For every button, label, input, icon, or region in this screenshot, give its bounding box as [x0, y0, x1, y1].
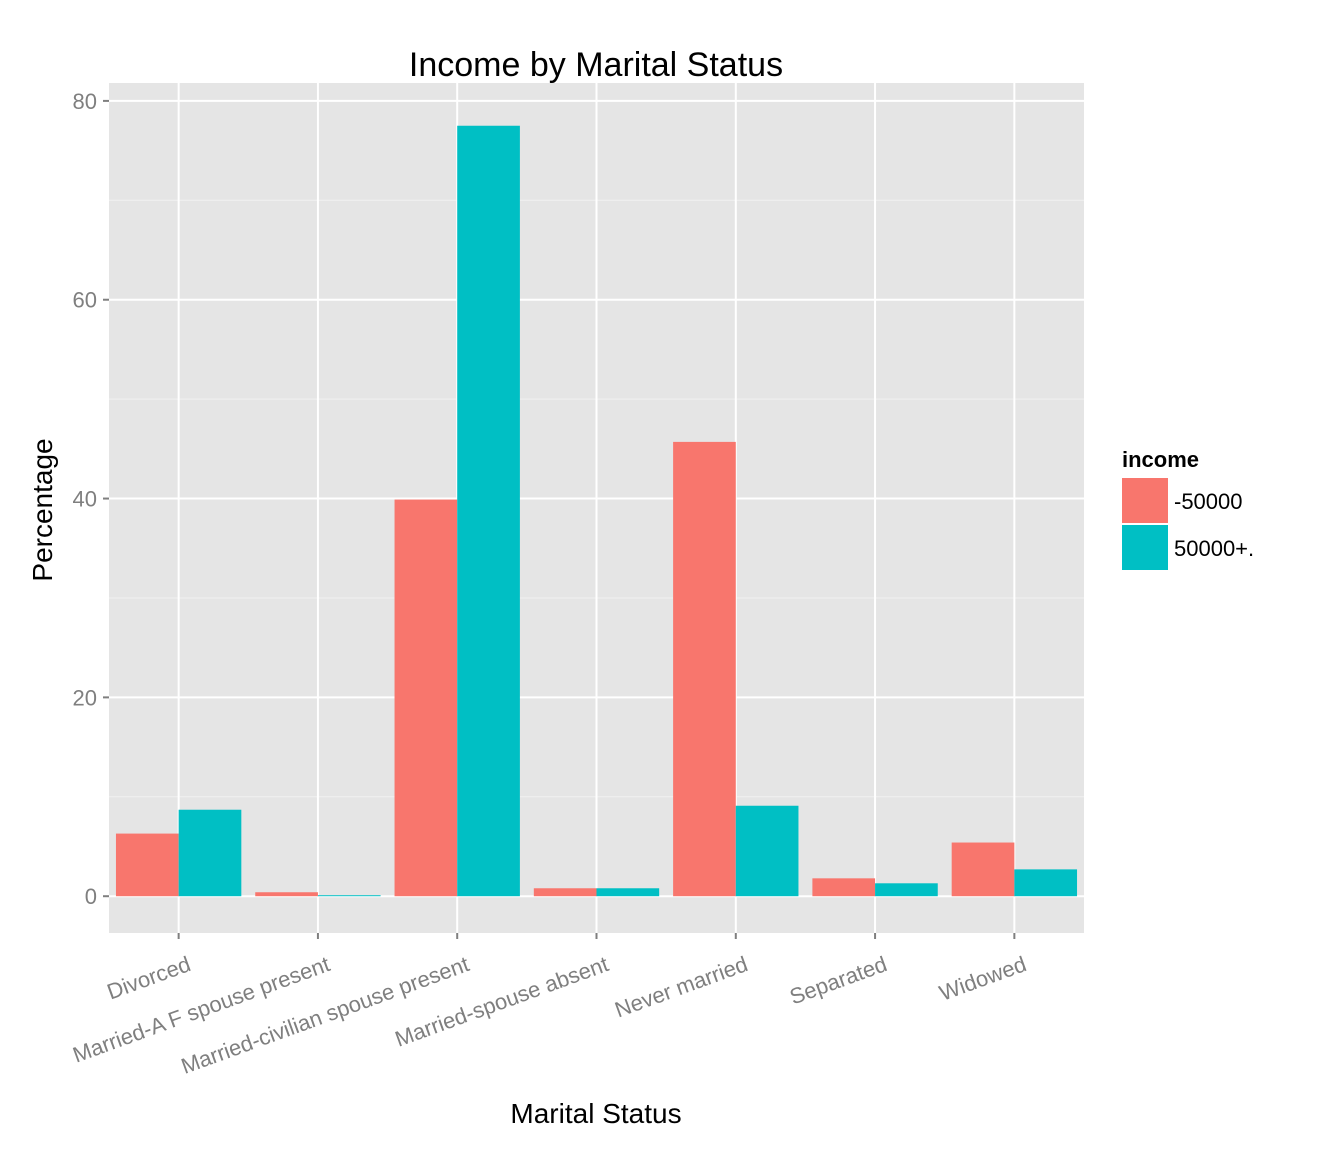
- y-tick-label: 60: [73, 288, 97, 313]
- y-axis-title: Percentage: [27, 438, 58, 581]
- bar-separated-series-2: [875, 883, 938, 897]
- bars: [115, 125, 1078, 897]
- legend-label-above-50000: 50000+.: [1174, 536, 1254, 561]
- x-tick-label-divorced: Divorced: [104, 951, 194, 1004]
- legend-swatch-below-50000: [1122, 478, 1168, 523]
- bar-married-civilian-spouse-present-series-1: [394, 499, 458, 897]
- bar-divorced-series-2: [178, 809, 242, 897]
- bar-widowed-series-1: [951, 842, 1015, 897]
- bar-married-a-f-spouse-present-series-2: [317, 895, 381, 897]
- legend-title: income: [1122, 447, 1199, 472]
- y-tick-label: 0: [85, 884, 97, 909]
- chart-title: Income by Marital Status: [409, 46, 783, 84]
- x-tick-label-separated: Separated: [786, 951, 890, 1009]
- bar-married-a-f-spouse-present-series-1: [255, 892, 318, 897]
- bar-divorced-series-1: [115, 833, 179, 897]
- y-axis: 0 20 40 60 80: [73, 89, 109, 909]
- bar-never-married-series-2: [735, 805, 799, 897]
- bar-widowed-series-2: [1014, 869, 1078, 897]
- x-tick-label-widowed: Widowed: [936, 951, 1030, 1005]
- legend-swatch-above-50000: [1122, 525, 1168, 570]
- bar-married-civilian-spouse-present-series-2: [457, 125, 520, 897]
- legend: income -50000 50000+.: [1122, 447, 1254, 570]
- x-tick-label-never-married: Never married: [611, 951, 751, 1022]
- legend-label-below-50000: -50000: [1174, 489, 1243, 514]
- y-tick-label: 80: [73, 89, 97, 114]
- bar-separated-series-1: [812, 878, 876, 897]
- y-tick-label: 20: [73, 685, 97, 710]
- y-tick-label: 40: [73, 487, 97, 512]
- x-axis-title: Marital Status: [510, 1098, 681, 1129]
- bar-never-married-series-1: [673, 441, 736, 897]
- bar-married-spouse-absent-series-1: [533, 888, 597, 897]
- bar-married-spouse-absent-series-2: [596, 888, 660, 897]
